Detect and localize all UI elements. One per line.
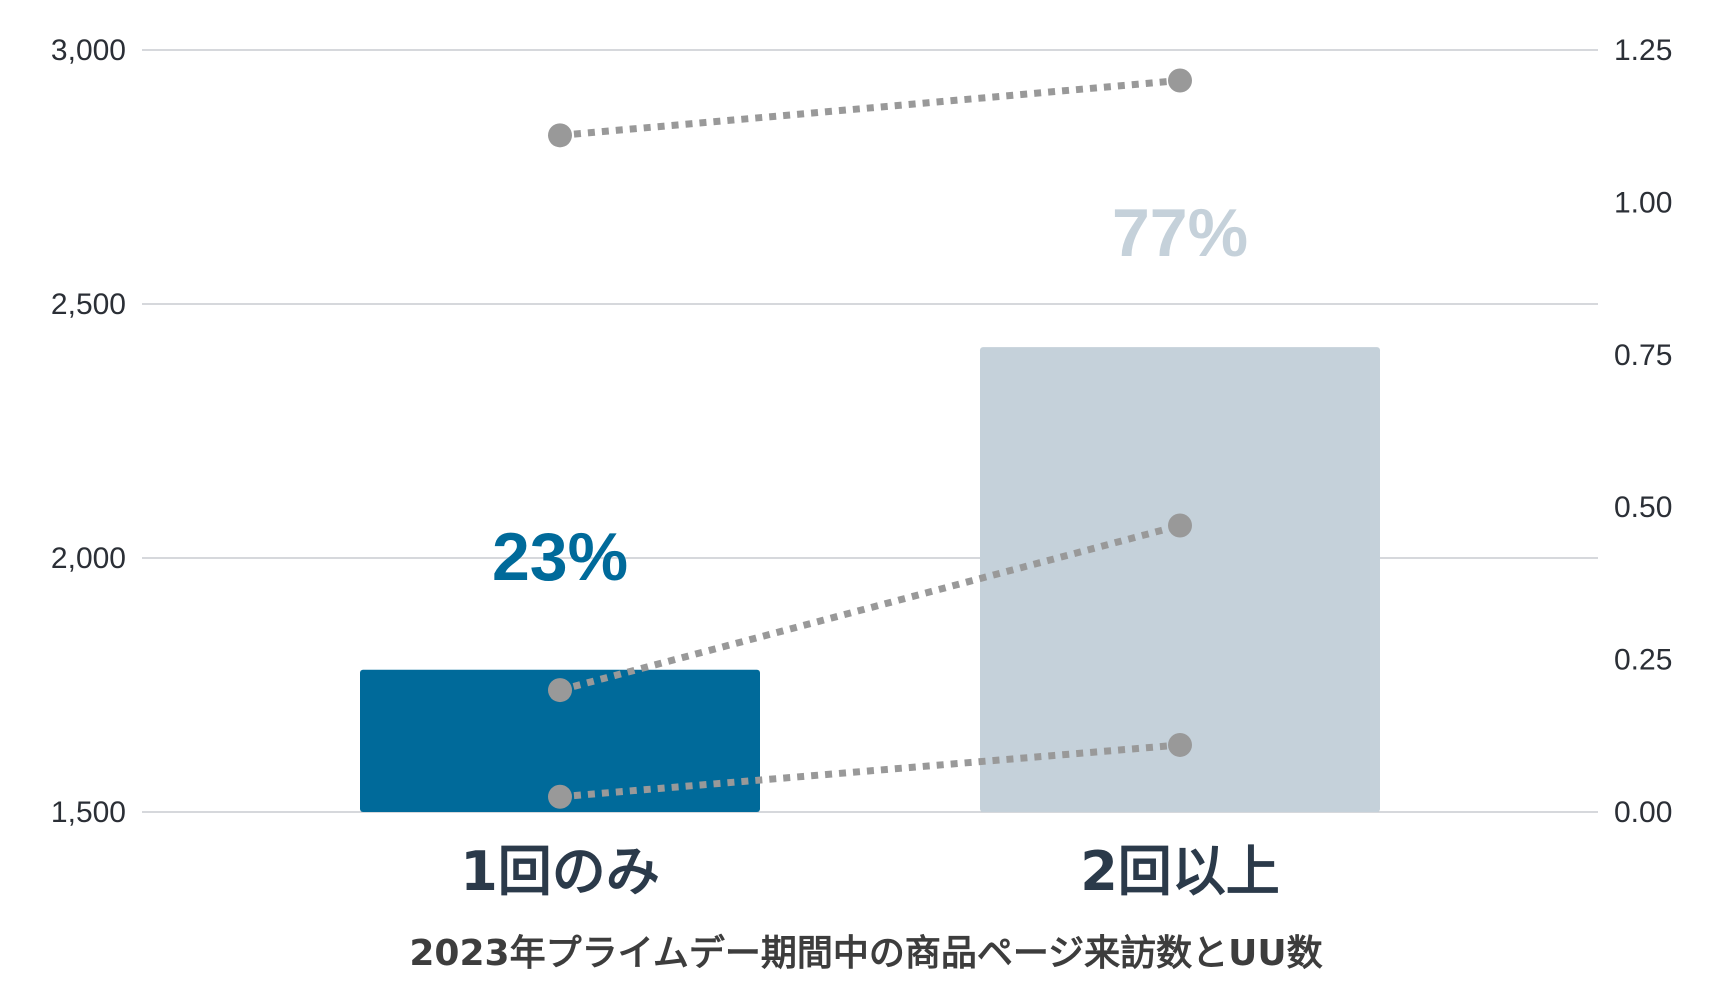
left-tick-label: 2,000	[51, 542, 126, 575]
bar-1	[360, 669, 760, 812]
chart-caption: 2023年プライムデー期間中の商品ページ来訪数とUU数	[409, 932, 1322, 974]
category-label: 2回以上	[1080, 840, 1280, 903]
left-tick-label: 1,500	[51, 796, 126, 829]
category-label: 1回のみ	[460, 840, 660, 903]
right-tick-label: 1.00	[1614, 186, 1672, 219]
right-tick-label: 0.50	[1614, 491, 1672, 524]
line-point	[1168, 68, 1192, 93]
bar-data-labels: 23% 77%	[492, 195, 1248, 595]
left-axis-ticks: 1,500 2,000 2,500 3,000	[51, 34, 126, 829]
line-series-3	[559, 741, 1181, 801]
left-tick-label: 3,000	[51, 34, 126, 67]
bar-2	[980, 347, 1380, 812]
right-tick-label: 0.25	[1614, 644, 1672, 677]
category-labels: 1回のみ 2回以上	[460, 840, 1280, 903]
line-point	[548, 678, 572, 703]
line-point	[548, 784, 572, 809]
bar-series	[360, 347, 1380, 812]
line-point	[1168, 732, 1192, 757]
line-point	[1168, 513, 1192, 538]
left-tick-label: 2,500	[51, 288, 126, 321]
bar-data-label: 23%	[492, 519, 628, 595]
line-series-2	[559, 522, 1181, 694]
right-axis-ticks: 0.00 0.25 0.50 0.75 1.00 1.25	[1614, 34, 1672, 829]
right-tick-label: 0.75	[1614, 339, 1672, 372]
line-series-1	[559, 76, 1181, 139]
line-series	[548, 68, 1192, 809]
bar-data-label: 77%	[1112, 195, 1248, 271]
line-point	[548, 123, 572, 148]
right-tick-label: 1.25	[1614, 34, 1672, 67]
right-tick-label: 0.00	[1614, 796, 1672, 829]
